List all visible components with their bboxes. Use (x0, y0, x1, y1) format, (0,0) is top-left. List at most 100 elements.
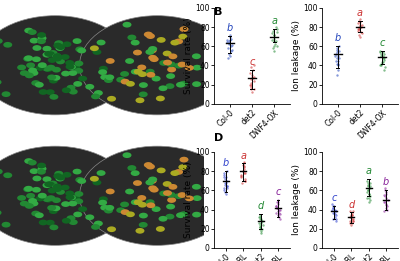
Circle shape (38, 166, 46, 171)
Point (221, 171, 228, 175)
Circle shape (80, 16, 234, 115)
Point (241, 164, 247, 168)
Circle shape (67, 64, 76, 70)
Circle shape (42, 46, 52, 52)
Point (247, 82, 253, 87)
Point (242, 179, 248, 183)
Circle shape (158, 216, 168, 222)
Circle shape (69, 219, 78, 225)
Circle shape (32, 45, 42, 51)
Circle shape (52, 197, 61, 203)
Circle shape (56, 175, 65, 181)
Point (378, 63, 384, 68)
Circle shape (77, 48, 86, 54)
Point (247, 82, 254, 87)
Circle shape (94, 90, 103, 96)
Circle shape (46, 65, 55, 70)
Circle shape (192, 212, 201, 217)
Circle shape (56, 189, 65, 195)
Point (273, 25, 280, 29)
Circle shape (138, 71, 147, 77)
Point (248, 65, 254, 69)
Circle shape (121, 209, 130, 215)
Point (382, 186, 389, 191)
Circle shape (206, 68, 215, 74)
Circle shape (174, 193, 183, 199)
Circle shape (185, 65, 194, 71)
Point (241, 171, 248, 175)
Circle shape (131, 170, 140, 176)
Circle shape (166, 83, 174, 89)
Circle shape (220, 65, 229, 71)
Circle shape (54, 43, 63, 48)
Point (242, 179, 248, 183)
Circle shape (166, 73, 175, 79)
Point (271, 33, 277, 37)
Circle shape (47, 74, 56, 80)
Point (227, 33, 234, 37)
Text: D: D (214, 133, 224, 143)
Circle shape (26, 71, 35, 77)
Circle shape (37, 38, 46, 44)
Point (357, 34, 363, 39)
Point (221, 190, 228, 194)
Text: c: c (249, 57, 255, 67)
Circle shape (98, 69, 107, 75)
Point (225, 46, 232, 50)
Circle shape (107, 96, 116, 102)
Point (384, 207, 390, 212)
Point (382, 65, 388, 69)
Point (358, 25, 364, 29)
Circle shape (39, 220, 48, 225)
Point (238, 173, 244, 177)
Circle shape (220, 195, 229, 201)
Point (364, 190, 370, 194)
Circle shape (38, 35, 46, 41)
Circle shape (178, 34, 187, 39)
Circle shape (99, 66, 108, 72)
Point (377, 49, 383, 53)
Point (331, 204, 338, 208)
Circle shape (52, 75, 60, 81)
Point (228, 37, 234, 41)
Text: b: b (334, 33, 341, 43)
Point (346, 215, 353, 219)
Point (272, 39, 279, 44)
Point (335, 68, 341, 72)
Circle shape (65, 60, 74, 66)
Circle shape (104, 208, 113, 213)
Circle shape (192, 54, 201, 59)
Point (356, 25, 362, 29)
Circle shape (99, 196, 108, 202)
Point (270, 29, 276, 33)
Point (357, 20, 363, 24)
Point (224, 38, 230, 43)
Text: a: a (240, 151, 246, 161)
Point (250, 76, 257, 80)
Point (224, 184, 230, 188)
Circle shape (56, 58, 65, 64)
Circle shape (54, 171, 63, 176)
Point (333, 219, 339, 223)
Y-axis label: Survival rate (%): Survival rate (%) (184, 162, 192, 238)
Text: c: c (275, 187, 281, 197)
Point (221, 177, 228, 181)
Point (258, 221, 264, 225)
Circle shape (73, 169, 82, 174)
Point (378, 61, 384, 66)
Circle shape (139, 82, 148, 88)
Circle shape (146, 72, 155, 78)
Text: a: a (271, 16, 277, 26)
Circle shape (146, 33, 155, 39)
Point (221, 188, 228, 192)
Point (222, 181, 228, 185)
Circle shape (0, 146, 133, 245)
Circle shape (20, 70, 29, 76)
Circle shape (25, 73, 34, 78)
Point (365, 181, 371, 185)
Point (332, 209, 338, 213)
Circle shape (133, 180, 142, 186)
Circle shape (166, 204, 175, 210)
Circle shape (156, 226, 165, 232)
Circle shape (168, 184, 177, 190)
